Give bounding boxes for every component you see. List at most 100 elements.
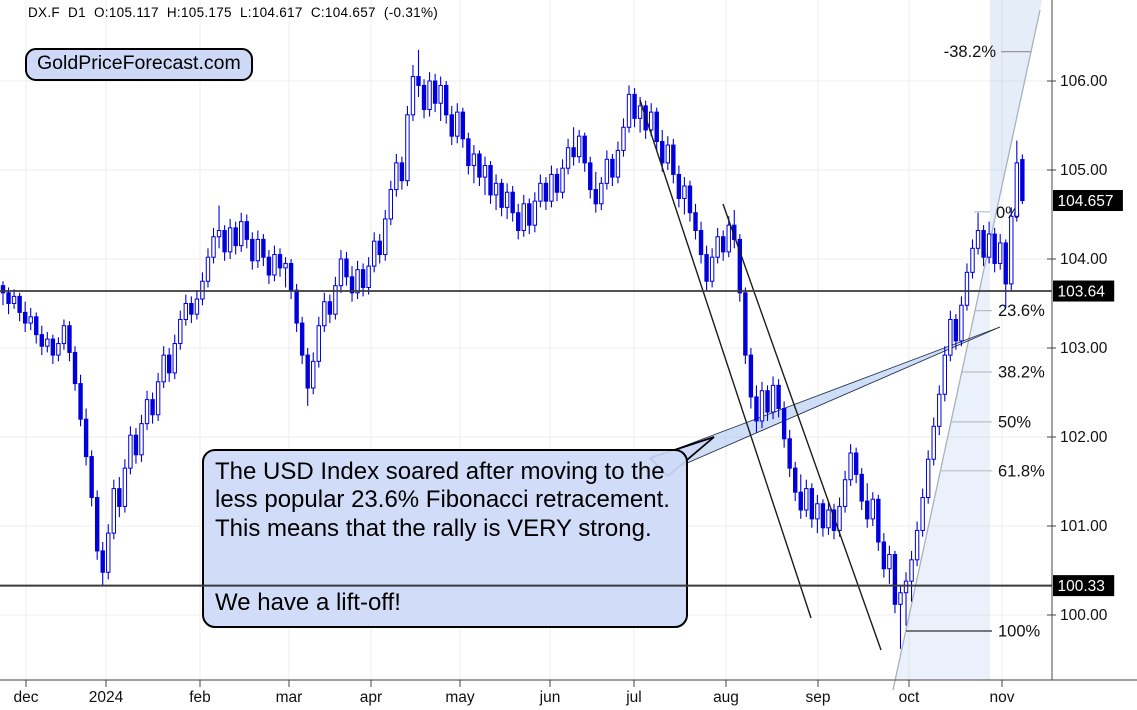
candle-body [50,338,56,356]
candle-body [726,224,731,253]
candle-body [859,473,864,502]
candle-body [421,84,427,110]
candle-body [94,497,100,552]
candle-body [388,189,394,220]
candle-body [793,467,798,493]
fib-label: 61.8% [998,462,1045,480]
candle-body [654,111,659,143]
candle-body [311,360,316,389]
candle-body [1009,215,1014,285]
month-tick-label: apr [360,689,382,706]
price-tick-label: 104.00 [1060,251,1108,268]
candle-body [416,76,421,86]
candle-body [975,230,981,249]
candle-body [881,541,887,570]
candle-body [798,491,803,511]
month-tick-label: jul [625,689,642,706]
candle-body [953,319,959,342]
candle-body [449,114,454,137]
candle-body [998,242,1003,264]
candle-body [964,271,970,306]
candle-body [150,399,155,416]
candle-body [499,182,504,208]
candle-body [194,298,200,315]
candle-body [1003,242,1008,285]
candle-body [671,144,676,175]
declining-trendline [639,99,812,619]
candle-body [781,408,787,440]
candle-body [67,325,72,353]
candle-body [848,452,853,481]
candle-body [582,135,587,164]
candle-body [383,218,388,256]
price-tick-label: 101.00 [1060,518,1108,535]
candle-body [155,381,161,416]
candle-body [504,191,510,208]
candle-body [538,182,543,202]
candle-body [333,285,338,315]
candle-body [621,126,626,151]
candle-body [222,230,227,253]
candle-body [305,354,310,389]
candle-body [510,191,515,214]
steep-trendline [892,9,1041,691]
candle-body [61,325,67,345]
candle-body [560,167,565,193]
candle-body [687,185,693,214]
candle-body [405,114,410,182]
price-tick-label: 105.00 [1060,162,1108,179]
month-tick-label: aug [713,689,739,706]
candle-body [460,111,466,140]
candle-body [532,200,538,226]
candle-body [588,162,593,191]
candle-body [826,509,831,529]
candle-body [787,438,792,469]
candle-body [161,354,166,383]
candle-body [250,238,255,262]
candle-body [399,162,405,182]
candle-body [554,173,560,193]
candle-body [432,80,438,104]
candle-body [106,532,111,573]
candle-body [737,238,743,294]
candle-body [887,553,892,570]
candle-body [776,384,781,410]
candle-body [477,153,482,178]
month-tick-label: oct [899,689,920,706]
candle-body [283,262,288,269]
fib-label: 23.6% [998,302,1045,320]
annotation-callout: The USD Index soared after moving to the… [202,449,688,628]
candle-body [471,153,477,167]
candle-body [299,322,305,356]
candle-body [344,258,349,278]
candle-body [189,302,194,315]
candle-body [604,158,610,184]
candle-body [992,233,997,264]
candle-body [482,165,488,178]
callout-paragraph-2: We have a lift-off! [215,588,401,616]
candle-body [349,276,355,294]
candle-body [516,212,521,232]
candle-body [565,147,571,169]
candle-body [709,256,715,282]
candle-body [355,269,360,294]
candle-body [394,162,399,191]
candles-layer [0,49,1025,649]
declining-trendline [722,203,882,651]
candle-body [571,147,576,158]
candle-body [444,84,449,116]
candle-body [144,399,150,425]
candle-body [759,390,765,422]
candle-body [377,240,382,256]
month-tick-label: mar [276,689,303,706]
candle-body [117,488,122,507]
candle-body [100,550,105,573]
candle-body [0,285,6,294]
candle-body [427,80,432,110]
candle-body [892,553,898,605]
candle-body [1020,159,1025,202]
candle-body [466,138,471,167]
candle-body [493,182,499,196]
candle-body [167,354,172,374]
